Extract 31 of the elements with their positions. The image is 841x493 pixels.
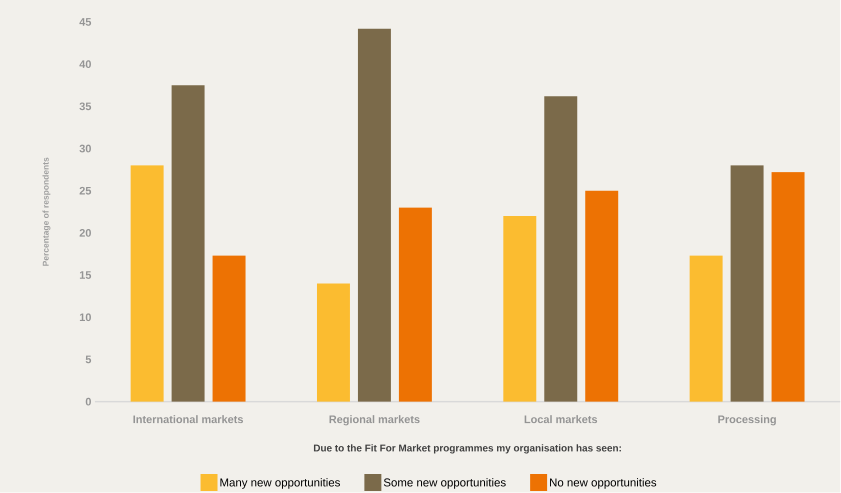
y-tick-label: 45 [79,18,92,26]
bar [212,256,246,402]
bar [772,172,805,402]
x-tick-label: Regional markets [330,415,420,426]
y-tick-label: 5 [86,356,92,364]
bar [585,190,618,402]
y-tick-label: 10 [80,313,91,322]
y-tick-label: 30 [79,144,91,152]
x-tick-label: Local markets [524,415,598,424]
y-tick-label: 40 [79,60,91,68]
x-tick-label: International markets [133,415,243,424]
bar [358,28,391,402]
bar [172,85,205,402]
bar [544,96,578,402]
y-tick-label: 0 [86,398,91,406]
x-tick-label: Processing [718,415,776,426]
y-tick-label: 35 [79,102,92,110]
y-tick-label: 15 [80,271,92,279]
y-axis-title: Percentage of respondents [42,158,50,266]
bar [398,208,432,402]
x-axis-title: Due to the Fit For Market programmes my organisation has seen: [314,444,621,454]
bar [503,216,536,402]
legend-label: Some new opportunities [384,478,506,489]
bar [130,165,164,402]
y-tick-label: 25 [80,186,92,195]
y-tick-label: 20 [80,229,91,237]
bar [690,256,723,402]
legend-label: No new opportunities [550,478,656,489]
bar [316,284,350,402]
legend-label: Many new opportunities [220,478,340,489]
bar [730,165,764,402]
